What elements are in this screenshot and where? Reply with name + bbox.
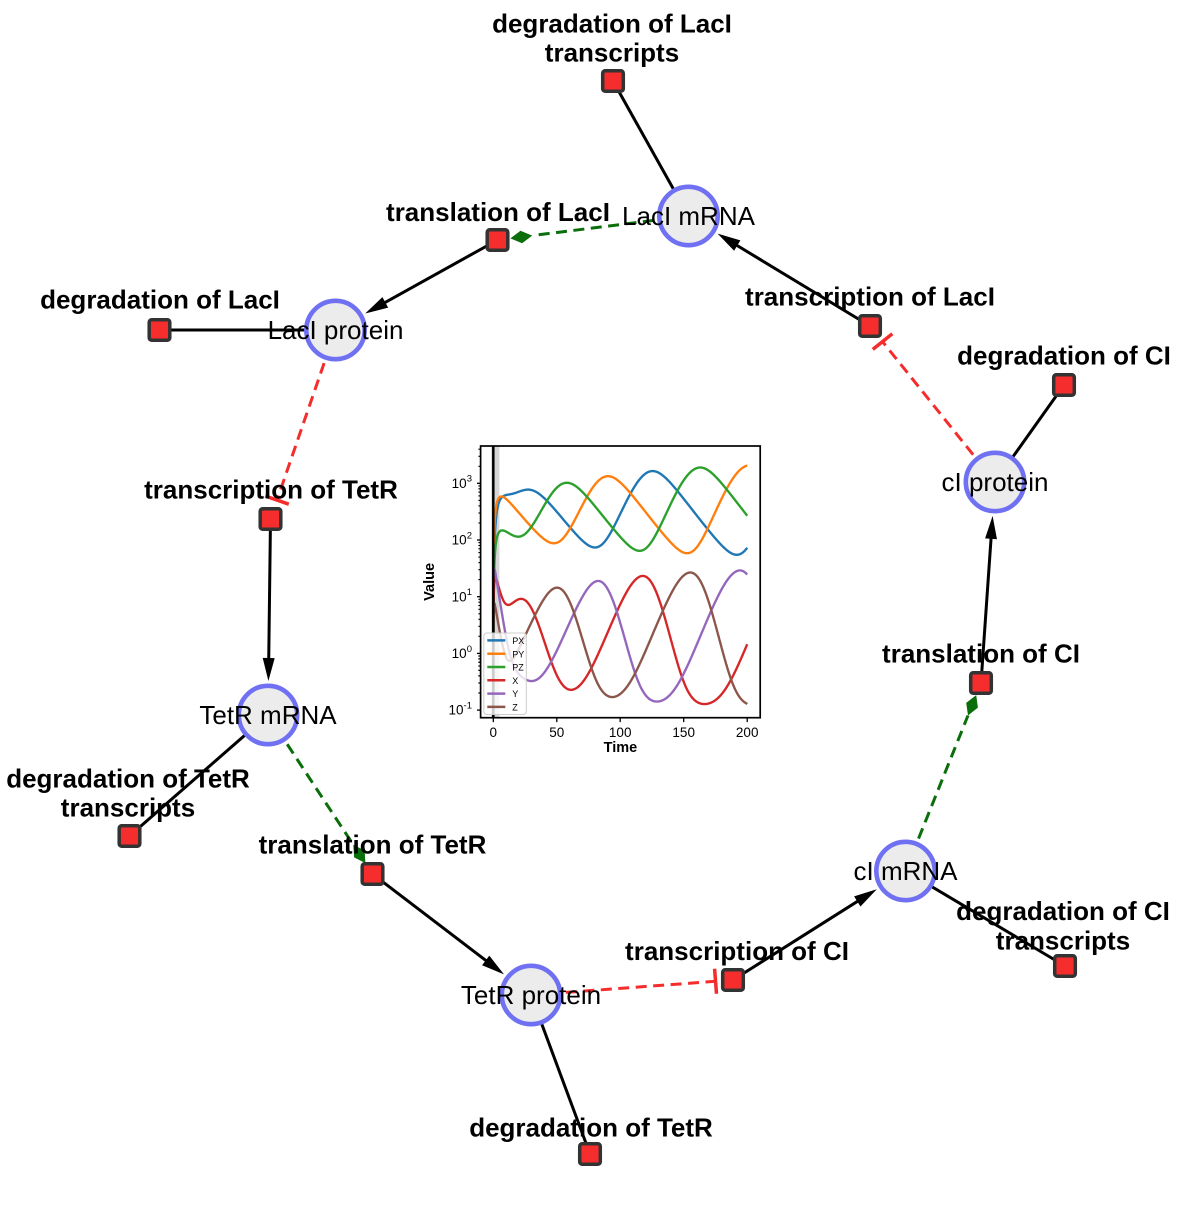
svg-text:degradation of LacI: degradation of LacI [40, 285, 280, 315]
svg-text:LacI protein: LacI protein [268, 315, 404, 345]
svg-text:PY: PY [512, 649, 524, 659]
svg-text:transcripts: transcripts [545, 38, 679, 68]
svg-text:degradation of LacI: degradation of LacI [492, 9, 732, 39]
svg-text:50: 50 [549, 725, 564, 740]
svg-text:150: 150 [672, 725, 695, 740]
svg-text:degradation of CI: degradation of CI [957, 341, 1171, 371]
svg-text:translation of CI: translation of CI [882, 639, 1080, 669]
svg-text:transcription of CI: transcription of CI [625, 936, 849, 966]
svg-text:cI protein: cI protein [942, 467, 1049, 497]
svg-text:Time: Time [604, 740, 638, 756]
svg-text:Value: Value [422, 563, 438, 601]
svg-text:TetR mRNA: TetR mRNA [199, 700, 337, 730]
svg-text:Z: Z [512, 703, 518, 713]
svg-text:100: 100 [609, 725, 632, 740]
svg-text:cI mRNA: cI mRNA [854, 856, 959, 886]
svg-text:degradation of CI: degradation of CI [956, 896, 1170, 926]
svg-text:transcripts: transcripts [996, 925, 1130, 955]
svg-text:translation of TetR: translation of TetR [259, 830, 487, 860]
svg-text:Y: Y [512, 689, 518, 699]
svg-text:translation of LacI: translation of LacI [386, 197, 610, 227]
svg-text:LacI mRNA: LacI mRNA [622, 201, 756, 231]
svg-text:degradation of TetR: degradation of TetR [469, 1113, 713, 1143]
svg-text:transcription of LacI: transcription of LacI [745, 282, 995, 312]
svg-text:TetR protein: TetR protein [461, 980, 601, 1010]
svg-text:degradation of TetR: degradation of TetR [6, 763, 250, 793]
svg-text:0: 0 [490, 725, 498, 740]
svg-text:X: X [512, 676, 518, 686]
svg-text:PZ: PZ [512, 663, 524, 673]
svg-text:PX: PX [512, 636, 524, 646]
svg-text:200: 200 [736, 725, 759, 740]
svg-text:transcripts: transcripts [61, 793, 195, 823]
svg-text:transcription of TetR: transcription of TetR [144, 475, 398, 505]
